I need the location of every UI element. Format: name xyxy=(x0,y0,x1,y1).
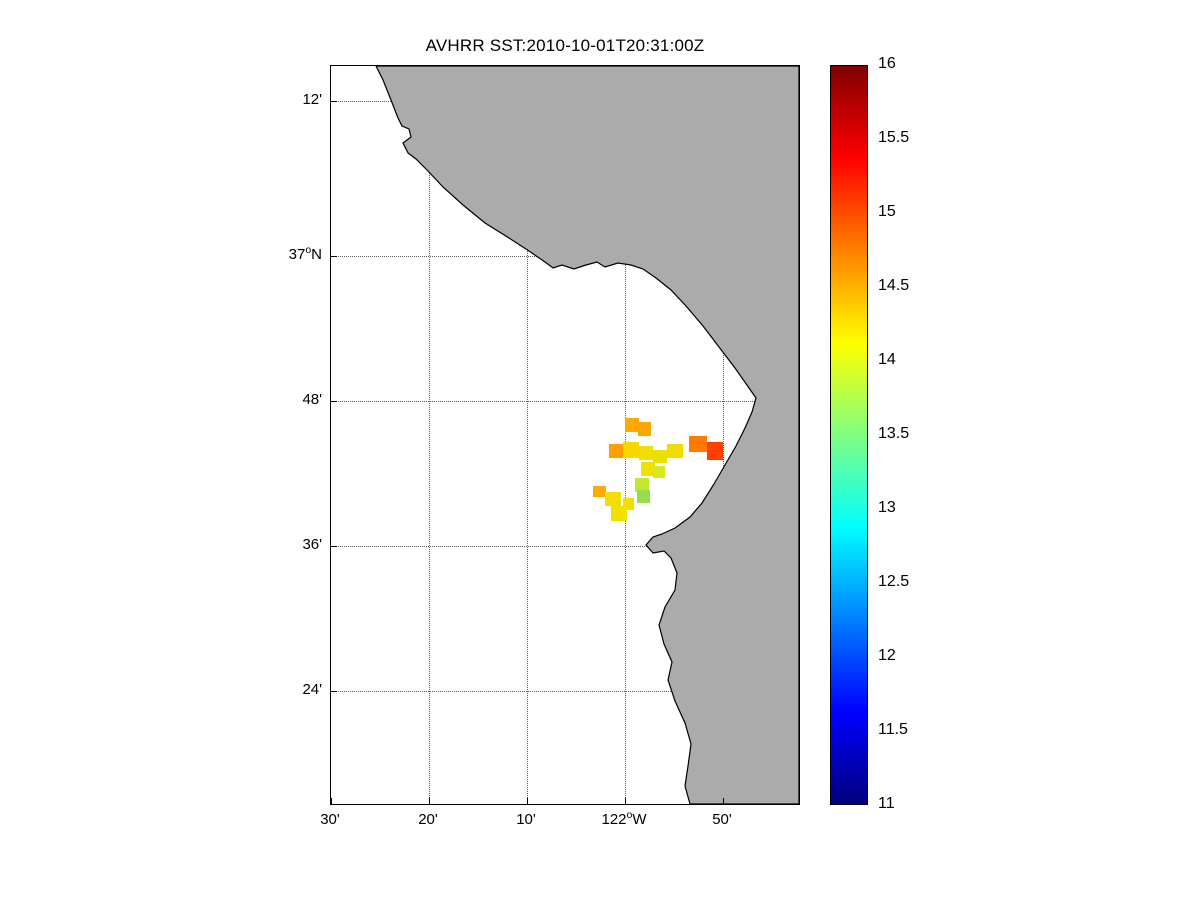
y-tick-mark xyxy=(331,256,337,257)
x-tick-label: 30' xyxy=(320,811,340,828)
sst-cell xyxy=(609,444,623,458)
coastline-path xyxy=(375,66,799,804)
y-tick-label: 24' xyxy=(302,681,322,698)
x-tick-label: 10' xyxy=(516,811,536,828)
y-tick-label: 36' xyxy=(302,536,322,553)
x-tick-mark xyxy=(723,798,724,804)
gridline-vertical xyxy=(429,66,430,804)
sst-cell xyxy=(593,486,606,497)
colorbar-tick-label: 14.5 xyxy=(878,277,910,294)
x-tick-label: 20' xyxy=(418,811,438,828)
sst-cell xyxy=(625,418,639,432)
colorbar-tick-label: 13.5 xyxy=(878,425,910,442)
land-polygon xyxy=(375,66,799,804)
x-tick-mark xyxy=(331,798,332,804)
gridline-vertical xyxy=(527,66,528,804)
sst-cell xyxy=(637,490,650,503)
y-tick-label: 12' xyxy=(302,91,322,108)
gridline-horizontal xyxy=(331,401,799,402)
y-tick-label: 37oN xyxy=(288,244,322,263)
sst-cell xyxy=(635,478,649,492)
colorbar-tick-label: 15 xyxy=(878,203,896,220)
sst-cell xyxy=(641,462,655,476)
x-tick-mark xyxy=(527,798,528,804)
y-tick-mark xyxy=(331,101,337,102)
chart-title: AVHRR SST:2010-10-01T20:31:00Z xyxy=(425,36,705,55)
y-tick-label: 48' xyxy=(302,391,322,408)
sst-cell xyxy=(638,422,651,436)
y-tick-mark xyxy=(331,546,337,547)
sst-cell xyxy=(653,450,667,463)
sst-cell xyxy=(623,442,639,458)
x-tick-label: 122oW xyxy=(601,809,647,828)
sst-cell xyxy=(667,444,683,458)
sst-cell xyxy=(707,442,723,460)
x-tick-label: 50' xyxy=(712,811,732,828)
colorbar-tick-label: 13 xyxy=(878,499,896,516)
sst-cell xyxy=(623,498,634,510)
x-tick-mark xyxy=(429,798,430,804)
colorbar-tick-label: 16 xyxy=(878,55,896,72)
sst-cell xyxy=(653,466,665,478)
colorbar-tick-label: 12 xyxy=(878,647,896,664)
colorbar-tick-label: 14 xyxy=(878,351,896,368)
sst-cell xyxy=(639,446,653,460)
colorbar-tick-label: 11 xyxy=(878,795,895,812)
colorbar-tick-label: 11.5 xyxy=(878,721,908,738)
colorbar-tick-label: 15.5 xyxy=(878,129,910,146)
colorbar-tick-label: 12.5 xyxy=(878,573,910,590)
x-tick-mark xyxy=(625,798,626,804)
gridline-vertical xyxy=(723,66,724,804)
y-tick-mark xyxy=(331,691,337,692)
gridline-horizontal xyxy=(331,691,799,692)
map-axes xyxy=(330,65,800,805)
gridline-vertical xyxy=(625,66,626,804)
y-tick-mark xyxy=(331,401,337,402)
colorbar xyxy=(830,65,868,805)
sst-cell xyxy=(605,492,621,506)
gridline-horizontal xyxy=(331,546,799,547)
sst-cell xyxy=(689,436,707,452)
